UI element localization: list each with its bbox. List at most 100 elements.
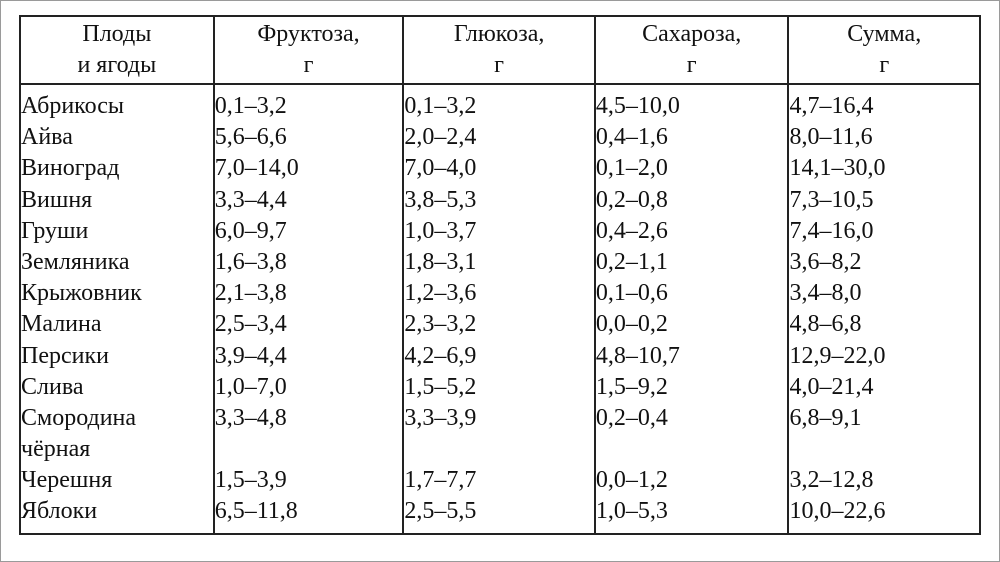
header-glucose: Глюкоза, г <box>402 16 596 85</box>
cell-fruit-name: Груши <box>19 215 215 247</box>
cell-glucose: 2,3–3,2 <box>402 309 596 341</box>
cell-sum: 14,1–30,0 <box>787 153 981 185</box>
cell-glucose: 1,5–5,2 <box>402 371 596 403</box>
table-row: Вишня 3,3–4,4 3,8–5,3 0,2–0,8 7,3–10,5 <box>19 184 981 216</box>
cell-fruit-name: Крыжовник <box>19 278 215 310</box>
cell-fructose: 1,5–3,9 <box>212 464 405 497</box>
cell-fructose: 2,1–3,8 <box>212 278 405 310</box>
table-row: Земляника 1,6–3,8 1,8–3,1 0,2–1,1 3,6–8,2 <box>19 246 981 279</box>
table-row: Виноград 7,0–14,0 7,0–4,0 0,1–2,0 14,1–30,0 <box>19 153 981 185</box>
fruit-name: Крыжовник <box>21 280 142 307</box>
table-row: Яблоки 6,5–11,8 2,5–5,5 1,0–5,3 10,0–22,6 <box>19 496 981 535</box>
cell-sum: 10,0–22,6 <box>787 496 981 535</box>
cell-sucrose: 0,4–1,6 <box>593 122 790 154</box>
header-fruits-berries: Плоды и ягоды <box>19 16 215 85</box>
cell-sum: 7,3–10,5 <box>787 184 981 216</box>
header-fruits-line2: и ягоды <box>77 52 157 78</box>
table-row: Крыжовник 2,1–3,8 1,2–3,6 0,1–0,6 3,4–8,0 <box>19 278 981 310</box>
header-sum-unit: г <box>879 52 890 78</box>
cell-sucrose: 4,8–10,7 <box>593 340 790 372</box>
cell-fructose: 7,0–14,0 <box>212 153 405 185</box>
fruit-name: Виноград <box>21 155 120 182</box>
cell-fructose: 2,5–3,4 <box>212 309 405 341</box>
table-row: Груши 6,0–9,7 1,0–3,7 0,4–2,6 7,4–16,0 <box>19 215 981 247</box>
cell-sum: 4,8–6,8 <box>787 309 981 341</box>
fruit-name: Слива <box>21 373 84 400</box>
cell-fructose: 6,0–9,7 <box>212 215 405 247</box>
cell-sum: 6,8–9,1 <box>787 402 981 465</box>
cell-fructose: 1,0–7,0 <box>212 371 405 403</box>
fruit-name: Малина <box>21 311 102 338</box>
cell-fruit-name: Вишня <box>19 184 215 216</box>
header-glucose-line1: Глюкоза, <box>453 21 545 47</box>
cell-fruit-name: Айва <box>19 122 215 154</box>
cell-sucrose: 0,1–2,0 <box>593 153 790 185</box>
cell-fruit-name: Малина <box>19 309 215 341</box>
fruit-name: Земляника <box>21 248 130 275</box>
header-sum: Сумма, г <box>787 16 981 85</box>
fruit-name: Смородина <box>21 404 137 431</box>
cell-fruit-name: Слива <box>19 371 215 403</box>
fruit-name: Айва <box>21 124 73 151</box>
fruit-name: Груши <box>21 217 89 244</box>
cell-glucose: 1,2–3,6 <box>402 278 596 310</box>
cell-sum: 7,4–16,0 <box>787 215 981 247</box>
cell-glucose: 4,2–6,9 <box>402 340 596 372</box>
table-row: Черешня 1,5–3,9 1,7–7,7 0,0–1,2 3,2–12,8 <box>19 464 981 497</box>
header-row: Плоды и ягоды Фруктоза, г Глюкоза, г Сах… <box>19 16 981 85</box>
cell-glucose: 7,0–4,0 <box>402 153 596 185</box>
cell-sum: 12,9–22,0 <box>787 340 981 372</box>
cell-fructose: 6,5–11,8 <box>212 496 405 535</box>
cell-sum: 3,6–8,2 <box>787 246 981 279</box>
cell-fruit-name: Земляника <box>19 246 215 279</box>
cell-glucose: 1,0–3,7 <box>402 215 596 247</box>
table-row: Малина 2,5–3,4 2,3–3,2 0,0–0,2 4,8–6,8 <box>19 309 981 341</box>
header-sucrose: Сахароза, г <box>593 16 790 85</box>
cell-fruit-name: Абрикосы <box>19 84 215 123</box>
cell-glucose: 2,0–2,4 <box>402 122 596 154</box>
table-row: Смородина чёрная 3,3–4,8 3,3–3,9 0,2–0,4 6,8–… <box>19 402 981 465</box>
table-row: Айва 5,6–6,6 2,0–2,4 0,4–1,6 8,0–11,6 <box>19 122 981 154</box>
cell-sucrose: 0,2–0,4 <box>593 402 790 465</box>
header-glucose-unit: г <box>494 52 505 78</box>
fruit-name: Черешня <box>21 466 113 493</box>
cell-sucrose: 0,0–0,2 <box>593 309 790 341</box>
cell-sucrose: 0,1–0,6 <box>593 278 790 310</box>
table-body: Абрикосы 0,1–3,2 0,1–3,2 4,5–10,0 4,7–16,4 Ай… <box>19 84 981 535</box>
cell-glucose: 1,8–3,1 <box>402 246 596 279</box>
header-fructose: Фруктоза, г <box>212 16 405 85</box>
fruit-name: Яблоки <box>21 498 98 525</box>
fruit-name-line2: чёрная <box>21 435 91 462</box>
header-fructose-unit: г <box>303 52 314 78</box>
cell-fructose: 3,3–4,8 <box>212 402 405 465</box>
cell-fructose: 0,1–3,2 <box>212 84 405 123</box>
cell-fructose: 3,3–4,4 <box>212 184 405 216</box>
cell-sum: 8,0–11,6 <box>787 122 981 154</box>
cell-sum: 3,2–12,8 <box>787 464 981 497</box>
cell-sucrose: 0,2–1,1 <box>593 246 790 279</box>
cell-fructose: 1,6–3,8 <box>212 246 405 279</box>
cell-sucrose: 0,0–1,2 <box>593 464 790 497</box>
header-sucrose-unit: г <box>686 52 697 78</box>
cell-fruit-name: Персики <box>19 340 215 372</box>
cell-sum: 4,0–21,4 <box>787 371 981 403</box>
cell-sum: 4,7–16,4 <box>787 84 981 123</box>
cell-glucose: 2,5–5,5 <box>402 496 596 535</box>
cell-sucrose: 0,4–2,6 <box>593 215 790 247</box>
sugar-content-table: Плоды и ягоды Фруктоза, г Глюкоза, г Сах… <box>19 15 981 536</box>
cell-fruit-name: Виноград <box>19 153 215 185</box>
table-row: Абрикосы 0,1–3,2 0,1–3,2 4,5–10,0 4,7–16,4 <box>19 84 981 123</box>
cell-sucrose: 0,2–0,8 <box>593 184 790 216</box>
cell-sucrose: 1,0–5,3 <box>593 496 790 535</box>
header-sum-line1: Сумма, <box>847 21 922 47</box>
cell-sucrose: 1,5–9,2 <box>593 371 790 403</box>
cell-glucose: 0,1–3,2 <box>402 84 596 123</box>
fruit-name: Вишня <box>21 186 93 213</box>
cell-sum: 3,4–8,0 <box>787 278 981 310</box>
cell-glucose: 1,7–7,7 <box>402 464 596 497</box>
table-row: Слива 1,0–7,0 1,5–5,2 1,5–9,2 4,0–21,4 <box>19 371 981 403</box>
cell-fructose: 5,6–6,6 <box>212 122 405 154</box>
cell-fruit-name: Смородина чёрная <box>19 402 215 465</box>
cell-glucose: 3,3–3,9 <box>402 402 596 465</box>
